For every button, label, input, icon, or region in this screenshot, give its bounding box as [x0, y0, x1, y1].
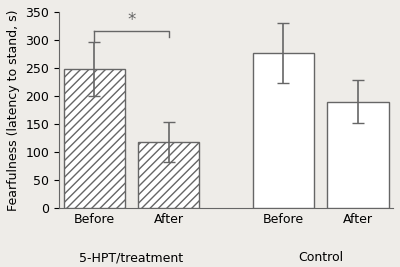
- Bar: [327, 102, 389, 208]
- Bar: [138, 142, 199, 208]
- Bar: [64, 69, 125, 208]
- Text: Control: Control: [298, 252, 343, 264]
- Bar: [253, 53, 314, 208]
- Text: *: *: [127, 11, 136, 29]
- Y-axis label: Fearfulness (latency to stand, s): Fearfulness (latency to stand, s): [7, 9, 20, 211]
- Text: 5-HPT/treatment: 5-HPT/treatment: [79, 252, 184, 264]
